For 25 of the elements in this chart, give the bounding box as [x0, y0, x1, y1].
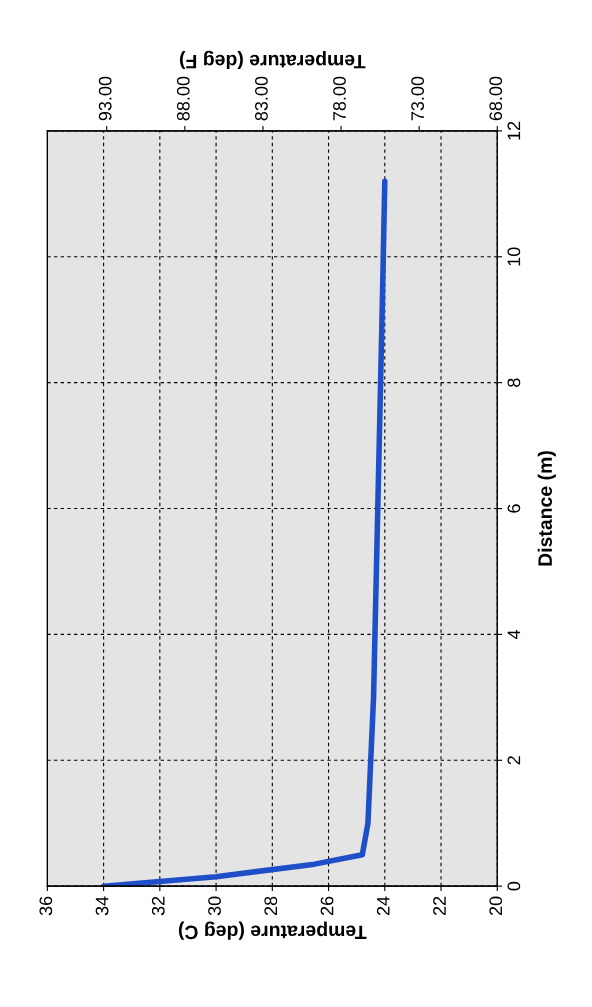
x-tick-label: 22 [433, 896, 446, 916]
y-tick-label: 10 [507, 247, 521, 266]
x-tick-label: 24 [376, 896, 390, 916]
y-tick-label: 8 [507, 378, 521, 387]
x-tick-label: 26 [320, 896, 334, 916]
y-tick-label: 6 [507, 504, 521, 513]
x2-tick-label: 73.00 [411, 76, 425, 121]
x2-tick-label: 78.00 [333, 76, 346, 121]
x-tick-label: 34 [95, 896, 109, 916]
x-tick-label: 36 [39, 896, 53, 916]
x2-tick-label: 88.00 [176, 76, 190, 121]
x2-tick-label: 68.00 [489, 76, 503, 121]
x2-tick-label: 83.00 [255, 76, 268, 121]
y-tick-label: 2 [507, 756, 521, 765]
x-tick-label: 20 [489, 896, 503, 916]
x-tick-label: 30 [208, 896, 221, 916]
y-tick-label: 4 [507, 629, 521, 640]
x-axis-title: Temperature (deg C) [178, 921, 367, 940]
x-tick-label: 32 [151, 896, 165, 916]
y-axis-title: Distance (m) [537, 451, 556, 566]
x-tick-label: 28 [264, 896, 278, 916]
x2-tick-label: 93.00 [98, 76, 112, 121]
y-tick-label: 0 [507, 881, 521, 891]
x2-axis-title: Temperature (deg F) [180, 50, 366, 70]
y-tick-label: 12 [507, 121, 521, 140]
